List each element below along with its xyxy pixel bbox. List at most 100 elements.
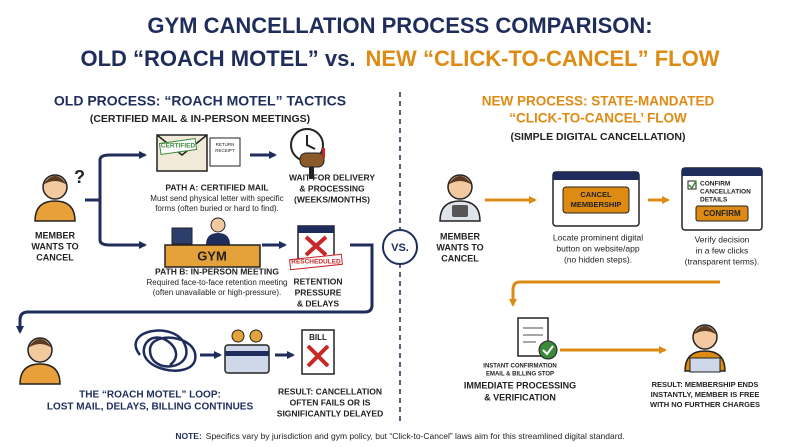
step-description: (no hidden steps). bbox=[564, 254, 632, 264]
confirm-bar bbox=[682, 168, 762, 176]
question-mark: ? bbox=[74, 167, 85, 187]
result-label: RESULT: CANCELLATION bbox=[278, 386, 382, 396]
check-mark bbox=[542, 345, 554, 356]
instant-label: INSTANT CONFIRMATION bbox=[483, 364, 556, 370]
step-description: Locate prominent digital bbox=[553, 232, 643, 242]
arrow bbox=[85, 151, 147, 202]
step-description: button on website/app bbox=[556, 243, 639, 253]
browser-bar bbox=[553, 172, 639, 180]
vs-badge bbox=[382, 229, 418, 265]
wait-label: & PROCESSING bbox=[299, 183, 365, 193]
confirm-window-label: DETAILS bbox=[700, 197, 728, 204]
mailbox-flag bbox=[322, 148, 325, 158]
person-hair bbox=[448, 176, 472, 185]
path-description: (often unavailable or high-pressure). bbox=[153, 288, 282, 297]
title-line: OLD “ROACH MOTEL” vs. NEW “CLICK-TO-CANCE… bbox=[80, 46, 719, 71]
title-new: NEW “CLICK-TO-CANCEL” FLOW bbox=[366, 46, 720, 71]
stamp bbox=[158, 137, 198, 156]
coin bbox=[249, 329, 263, 343]
laptop bbox=[689, 357, 721, 373]
mailbox bbox=[299, 152, 325, 168]
stamp-label: CERTIFIED bbox=[161, 143, 196, 150]
footer-text: Specifics vary by jurisdiction and gym p… bbox=[206, 431, 625, 441]
footer: NOTE: Specifics vary by jurisdiction and … bbox=[175, 431, 624, 441]
retention-label: RETENTION bbox=[293, 276, 342, 286]
title-line: GYM CANCELLATION PROCESS COMPARISON: bbox=[147, 13, 652, 38]
immediate-label: IMMEDIATE PROCESSING bbox=[464, 380, 576, 390]
reschedule-stamp bbox=[289, 253, 343, 271]
check-badge bbox=[538, 340, 558, 360]
immediate-label: & VERIFICATION bbox=[484, 392, 556, 402]
member-label: MEMBER bbox=[440, 231, 480, 241]
bill-label: BILL bbox=[309, 333, 327, 342]
path-title: PATH A: CERTIFIED MAIL bbox=[165, 182, 268, 192]
calendar-top bbox=[298, 226, 334, 233]
envelope-flap bbox=[156, 134, 208, 156]
step-description: (transparent terms). bbox=[685, 256, 760, 266]
member-label: CANCEL bbox=[36, 252, 74, 262]
gym-desk bbox=[164, 244, 261, 268]
path-description: Required face-to-face retention meeting bbox=[147, 278, 288, 287]
person-hair bbox=[28, 339, 52, 348]
loop-label: THE “ROACH MOTEL” LOOP: bbox=[79, 390, 221, 401]
staff-body bbox=[206, 233, 230, 245]
section-heading: “CLICK-TO-CANCEL’ FLOW bbox=[509, 111, 687, 126]
section-heading: NEW PROCESS: STATE-MANDATED bbox=[482, 94, 715, 109]
document-lines bbox=[523, 327, 543, 343]
confirm-button bbox=[695, 205, 749, 222]
gym-sign: GYM bbox=[197, 248, 227, 263]
receipt-label: RECEIPT bbox=[215, 148, 235, 153]
path-description: forms (often buried or hard to find). bbox=[155, 204, 279, 213]
person-hair bbox=[693, 326, 717, 335]
card-stripe bbox=[225, 351, 269, 356]
arrow bbox=[16, 243, 374, 334]
phone bbox=[452, 205, 468, 217]
wait-label: WAIT FOR DELIVERY bbox=[289, 172, 375, 182]
title-old: OLD “ROACH MOTEL” vs. bbox=[80, 46, 355, 71]
step-description: Verify decision bbox=[695, 234, 750, 244]
bill-paper bbox=[301, 329, 335, 375]
coin bbox=[231, 329, 245, 343]
footer-label: NOTE: bbox=[175, 431, 202, 441]
step-description: in a few clicks bbox=[696, 245, 748, 255]
cancel-button bbox=[562, 186, 630, 214]
staff-head bbox=[210, 217, 226, 233]
receipt-card bbox=[209, 137, 241, 167]
result-label: RESULT: MEMBERSHIP ENDS bbox=[652, 380, 759, 389]
person-hair bbox=[43, 176, 67, 185]
member-label: MEMBER bbox=[35, 230, 75, 240]
wait-label: (WEEKS/MONTHS) bbox=[294, 194, 370, 204]
result-label: SIGNIFICANTLY DELAYED bbox=[277, 408, 383, 418]
cancel-button-label: CANCEL bbox=[580, 190, 612, 199]
calendar-stamp: RESCHEDULED bbox=[291, 259, 341, 266]
confirm-window-label: CANCELLATION bbox=[700, 189, 751, 196]
instant-label: EMAIL & BILLING STOP bbox=[486, 372, 554, 378]
result-label: OFTEN FAILS OR IS bbox=[290, 397, 371, 407]
path-title: PATH B: IN-PERSON MEETING bbox=[155, 266, 279, 276]
credit-card bbox=[224, 344, 270, 374]
loop-label: LOST MAIL, DELAYS, BILLING CONTINUES bbox=[47, 402, 254, 413]
calendar-x bbox=[304, 235, 328, 257]
bill-x bbox=[306, 344, 330, 368]
cancel-button-label: MEMBERSHIP bbox=[571, 200, 622, 209]
mailbox-post bbox=[309, 167, 314, 179]
section-heading: OLD PROCESS: “ROACH MOTEL” TACTICS bbox=[54, 93, 346, 109]
check bbox=[688, 180, 697, 190]
section-subheading: (CERTIFIED MAIL & IN-PERSON MEETINGS) bbox=[90, 113, 310, 125]
arrow bbox=[509, 280, 720, 307]
person-body bbox=[19, 363, 61, 385]
member-label: WANTS TO bbox=[31, 241, 78, 251]
receipt-label: RETURN bbox=[216, 142, 235, 147]
result-label: INSTANTLY, MEMBER IS FREE bbox=[651, 390, 760, 399]
gym-screen bbox=[171, 227, 193, 245]
clock-hands bbox=[306, 135, 316, 150]
result-label: WITH NO FURTHER CHARGES bbox=[650, 400, 760, 409]
person-body bbox=[34, 200, 76, 222]
confirm-window-label: CONFIRM bbox=[700, 181, 730, 188]
member-label: CANCEL bbox=[441, 253, 479, 263]
section-subheading: (SIMPLE DIGITAL CANCELLATION) bbox=[511, 131, 686, 143]
retention-label: PRESSURE bbox=[295, 287, 342, 297]
path-description: Must send physical letter with specific bbox=[150, 194, 283, 203]
member-label: WANTS TO bbox=[436, 242, 483, 252]
